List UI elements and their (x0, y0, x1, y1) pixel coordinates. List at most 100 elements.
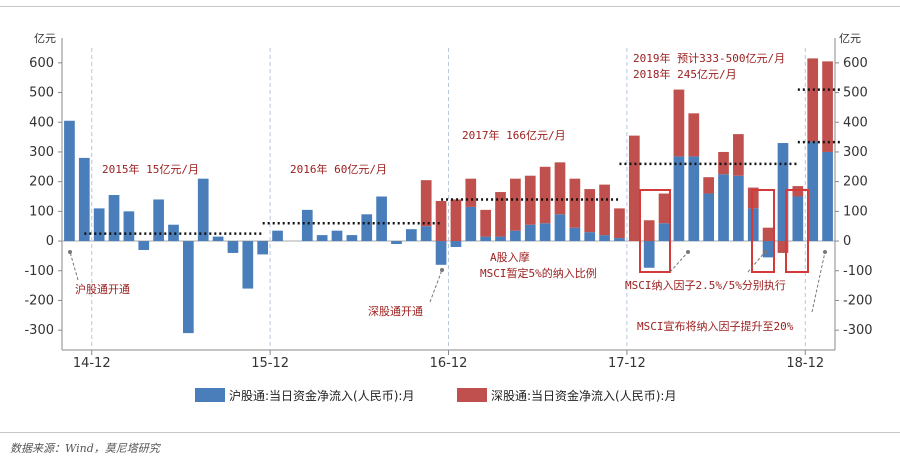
bar-sgt (822, 61, 833, 152)
y-unit-left: 亿元 (34, 32, 56, 45)
bar-hgt (346, 235, 358, 242)
bar-hgt (153, 199, 164, 242)
bar-sgt (673, 89, 685, 157)
bar-hgt (376, 196, 387, 242)
bar-sgt (807, 58, 819, 142)
avg-label-2015: 2015年 15亿元/月 (102, 162, 199, 176)
legend-swatch-sgt (457, 388, 487, 402)
bar-hgt (688, 156, 700, 242)
bar-sgt (747, 187, 759, 209)
bar-sgt (569, 178, 581, 228)
arrow-msci-2-head (763, 250, 767, 254)
y-tick-label-right: 200 (843, 175, 868, 190)
bar-hgt (93, 208, 105, 242)
bar-sgt (718, 151, 729, 175)
bar-hgt (257, 241, 269, 255)
y-tick-label-left: -100 (24, 264, 54, 279)
bar-sgt (584, 189, 596, 233)
bar-hgt (792, 196, 804, 242)
y-tick-label-left: 400 (29, 115, 54, 130)
bar-hgt (331, 230, 343, 242)
bar-sgt (524, 175, 536, 225)
bar-sgt (762, 227, 774, 242)
bar-sgt (465, 178, 477, 207)
x-tick-label: 18-12 (786, 356, 824, 371)
y-tick-label-right: 100 (843, 204, 868, 219)
bar-hgt (272, 230, 283, 242)
bar-hgt (316, 235, 328, 242)
y-tick-label-left: 200 (29, 175, 54, 190)
bar-hgt (658, 223, 670, 242)
bar-hgt (361, 214, 373, 242)
y-tick-label-left: 300 (29, 145, 54, 160)
bar-hgt (227, 241, 239, 253)
bar-hgt (733, 175, 744, 242)
bar-hgt (643, 241, 655, 268)
bar-hgt (762, 241, 774, 258)
bar-hgt (718, 174, 729, 242)
y-tick-label-right: 600 (843, 56, 868, 71)
y-tick-label-right: 0 (843, 234, 851, 249)
bar-hgt (405, 229, 417, 242)
bar-hgt (510, 230, 521, 242)
bar-hgt (822, 151, 833, 242)
y-tick-label-left: 100 (29, 204, 54, 219)
bar-hgt (465, 206, 477, 242)
bar-hgt (391, 241, 402, 245)
bar-sgt (420, 180, 432, 227)
fund-flow-chart: -300 -300 -200 -200 -100 -100 0 0 100 100 200 200 30… (24, 32, 872, 403)
bar-sgt (777, 241, 789, 253)
bar-hgt (138, 241, 150, 250)
x-tick-label: 14-12 (73, 356, 111, 371)
bar-sgt (495, 192, 506, 237)
y-tick-label-right: -100 (843, 264, 873, 279)
ann-msci-20pct: MSCI宣布将纳入因子提升至20% (637, 319, 794, 333)
arrow-msci-3-head (823, 250, 827, 254)
bar-sgt (554, 162, 566, 215)
highlight-box-2017 (639, 189, 671, 273)
x-tick-label: 17-12 (608, 356, 646, 371)
arrow-msci-2 (747, 251, 766, 273)
avg-label-2018: 2018年 245亿元/月 (633, 67, 737, 81)
y-tick-label-right: 500 (843, 86, 868, 101)
arrow-sgt (429, 269, 443, 303)
bar-sgt (628, 135, 640, 242)
bar-hgt (673, 156, 685, 242)
bar-sgt (658, 193, 670, 224)
axes-layer: -300 -300 -200 -200 -100 -100 0 0 100 100 200 200 30… (24, 32, 872, 371)
bar-hgt (450, 241, 462, 247)
bar-sgt (539, 166, 551, 224)
bar-sgt (510, 178, 521, 231)
bar-hgt (64, 120, 75, 242)
bar-hgt (584, 232, 596, 242)
y-tick-label-right: 400 (843, 115, 868, 130)
y-tick-label-right: -200 (843, 293, 873, 308)
y-tick-label-right: 300 (843, 145, 868, 160)
bar-hgt (123, 211, 135, 242)
ann-sgt-open: 深股通开通 (368, 305, 423, 318)
bar-hgt (168, 224, 179, 242)
bar-sgt (450, 199, 462, 242)
legend-label-sgt: 深股通:当日资金净流入(人民币):月 (491, 388, 676, 403)
y-tick-label-left: 500 (29, 86, 54, 101)
bar-sgt (614, 208, 625, 239)
top-rule (0, 6, 900, 7)
y-tick-label-left: -200 (24, 293, 54, 308)
bar-hgt (569, 227, 581, 242)
highlight-box-2018b (785, 189, 809, 273)
bar-sgt (733, 134, 744, 176)
bar-sgt (599, 184, 610, 236)
bar-hgt (480, 236, 492, 242)
bar-hgt (301, 209, 313, 242)
y-tick-label-left: 0 (46, 234, 54, 249)
arrow-msci-1 (669, 251, 689, 273)
bar-hgt (614, 238, 625, 242)
annotations-layer: 2015年 15亿元/月 2016年 60亿元/月 2017年 166亿元/月 201… (68, 51, 827, 333)
y-tick-label-left: -300 (24, 323, 54, 338)
bar-hgt (495, 236, 506, 242)
bar-hgt (703, 193, 714, 242)
legend-label-hgt: 沪股通:当日资金净流入(人民币):月 (229, 388, 414, 403)
source-note: 数据来源：Wind，莫尼塔研究 (10, 442, 160, 455)
bar-sgt (435, 200, 447, 242)
bar-hgt (539, 223, 551, 242)
